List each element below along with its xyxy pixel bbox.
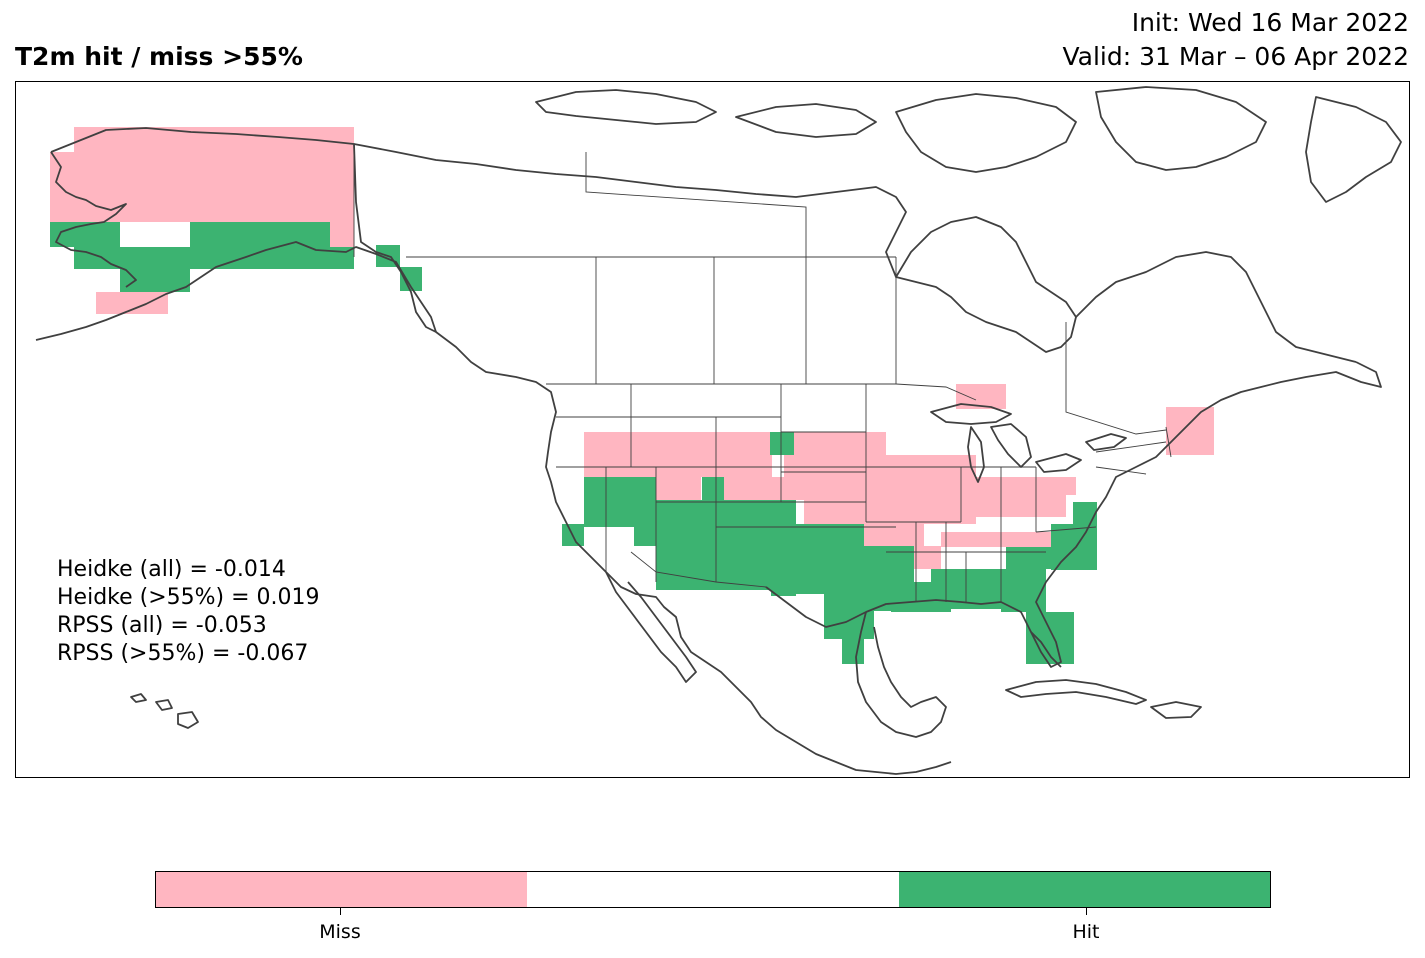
colorbar-neutral-segment xyxy=(527,872,899,907)
hit-cell xyxy=(120,269,190,292)
miss-cell xyxy=(656,477,701,500)
colorbar-miss-segment xyxy=(156,872,528,907)
miss-cell xyxy=(1066,477,1076,495)
miss-cell xyxy=(794,432,886,455)
colorbar-label-hit: Hit xyxy=(1072,921,1100,943)
map-title: T2m hit / miss >55% xyxy=(15,42,303,71)
verification-stats: Heidke (all) = -0.014 Heidke (>55%) = 0.… xyxy=(57,556,320,668)
hit-cell xyxy=(74,247,354,269)
miss-cell xyxy=(1166,407,1214,455)
valid-period: Valid: 31 Mar – 06 Apr 2022 xyxy=(1062,42,1409,71)
hit-cell xyxy=(190,222,330,247)
hit-cell xyxy=(1051,524,1097,570)
miss-cell xyxy=(96,292,168,314)
rpss-all-score: RPSS (all) = -0.053 xyxy=(57,613,267,638)
heidke-all-score: Heidke (all) = -0.014 xyxy=(57,557,286,582)
map-canvas xyxy=(35,86,1402,775)
hit-cell xyxy=(842,637,864,664)
colorbar-tick-hit xyxy=(1086,908,1087,915)
miss-cell xyxy=(976,477,1066,517)
map-panel xyxy=(15,81,1410,778)
miss-cell xyxy=(804,489,884,524)
colorbar xyxy=(155,871,1271,908)
miss-cell xyxy=(876,455,976,524)
grid-cells xyxy=(50,127,1214,664)
hit-cell xyxy=(656,500,796,590)
miss-cell xyxy=(941,532,1051,547)
hit-cell xyxy=(770,432,794,455)
heidke-55-score: Heidke (>55%) = 0.019 xyxy=(57,585,320,610)
hit-cell xyxy=(771,582,796,596)
miss-cell xyxy=(911,546,941,569)
miss-cell xyxy=(702,432,772,477)
rpss-55-score: RPSS (>55%) = -0.067 xyxy=(57,641,309,666)
init-date: Init: Wed 16 Mar 2022 xyxy=(1131,8,1409,37)
hit-cell xyxy=(702,477,724,500)
hit-cell xyxy=(796,524,864,594)
miss-cell xyxy=(584,432,702,477)
hit-cell xyxy=(1073,502,1097,524)
political-borders xyxy=(353,144,1172,602)
miss-cell xyxy=(864,524,924,546)
colorbar-label-miss: Miss xyxy=(319,921,361,943)
colorbar-tick-miss xyxy=(340,908,341,915)
colorbar-hit-segment xyxy=(898,872,1270,907)
hit-cell xyxy=(400,267,422,291)
coastlines xyxy=(35,86,1402,775)
hit-cell xyxy=(50,222,120,247)
